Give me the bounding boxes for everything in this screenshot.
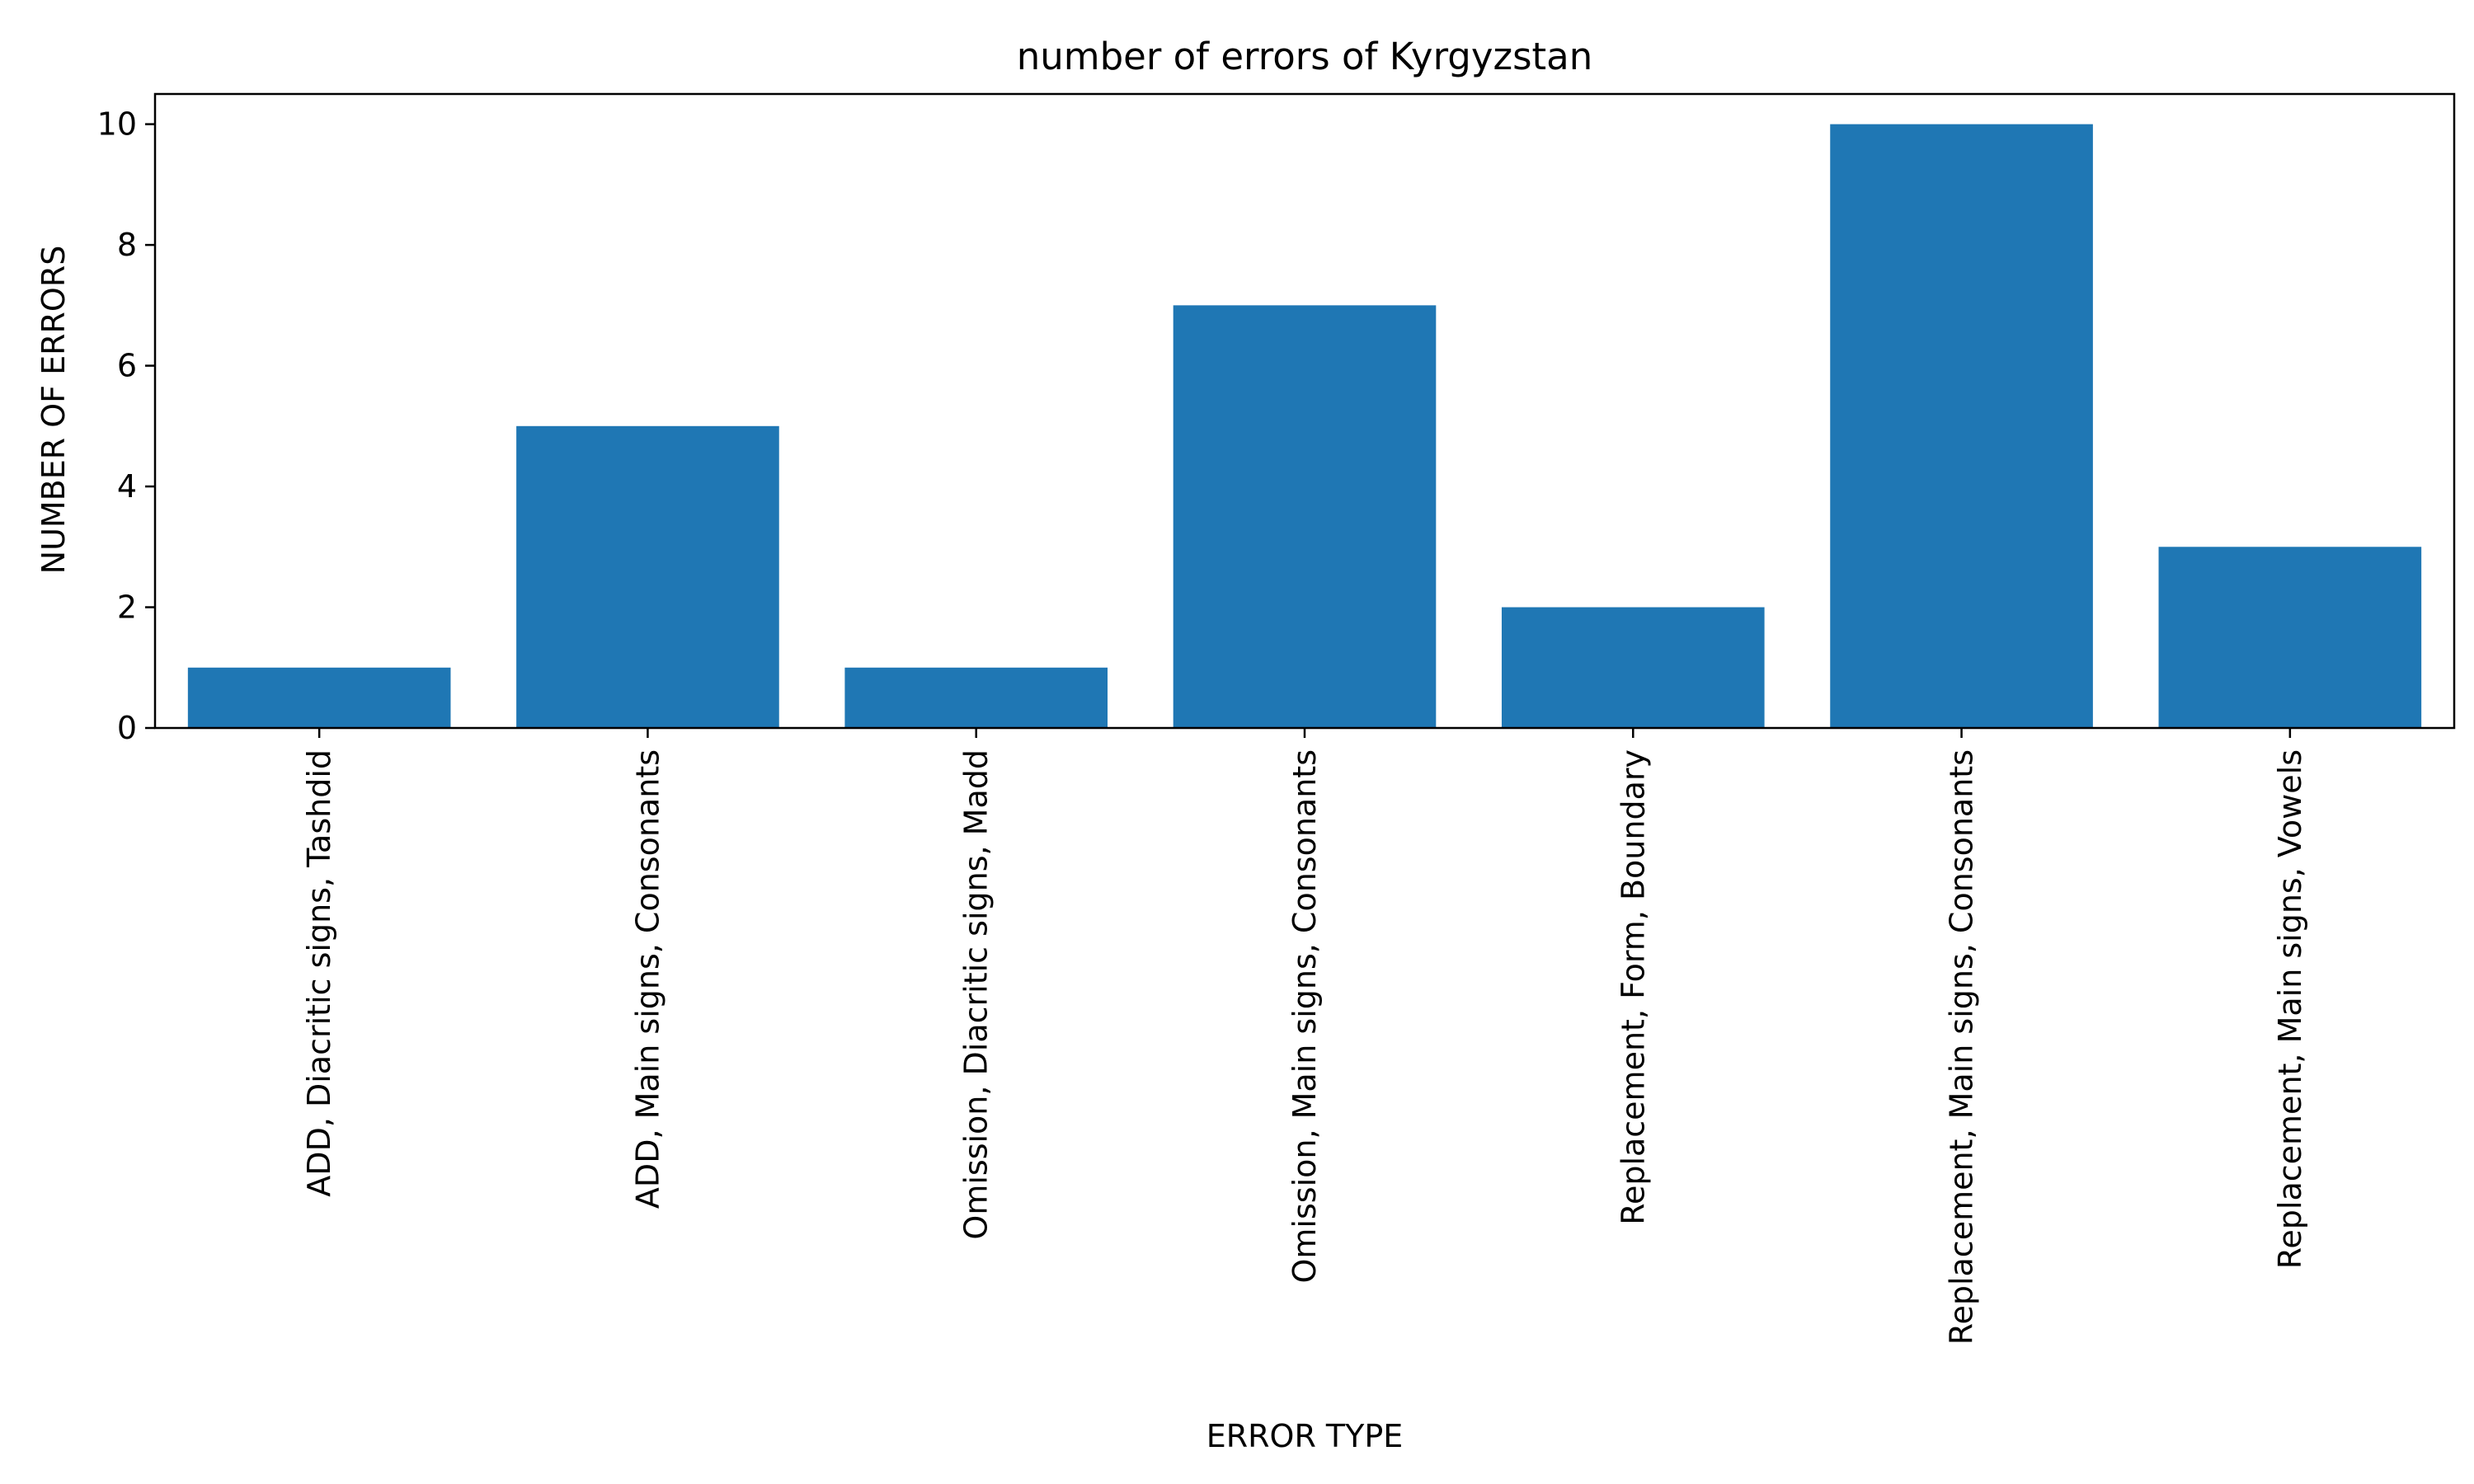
x-tick-label: Replacement, Main signs, Vowels xyxy=(2272,749,2308,1269)
chart-title: number of errors of Kyrgyzstan xyxy=(1017,35,1593,78)
y-axis-ticks: 0 2 4 6 8 10 xyxy=(97,106,155,746)
bar-2 xyxy=(844,667,1108,728)
y-tick-label: 6 xyxy=(117,348,137,384)
y-tick-label: 2 xyxy=(117,589,137,626)
x-tick-label: ADD, Main signs, Consonants xyxy=(629,749,666,1209)
bar-5 xyxy=(1830,124,2093,729)
x-tick-label: ADD, Diacritic signs, Tashdid xyxy=(301,749,337,1197)
bar-3 xyxy=(1173,305,1437,728)
x-axis-label: ERROR TYPE xyxy=(1206,1418,1404,1454)
plot-frame xyxy=(153,92,2456,730)
x-tick-label: Replacement, Main signs, Consonants xyxy=(1944,749,1980,1345)
y-tick-label: 0 xyxy=(117,710,137,746)
bars-group xyxy=(187,124,2422,729)
bar-0 xyxy=(187,667,451,728)
bar-1 xyxy=(516,425,779,728)
x-tick-label: Replacement, Form, Boundary xyxy=(1615,749,1651,1225)
bar-4 xyxy=(1501,607,1765,728)
bar-6 xyxy=(2158,547,2422,728)
y-tick-label: 10 xyxy=(97,106,137,143)
x-axis-ticks: ADD, Diacritic signs, Tashdid ADD, Main s… xyxy=(301,728,2308,1345)
x-tick-label: Omission, Main signs, Consonants xyxy=(1286,749,1323,1284)
y-tick-label: 8 xyxy=(117,227,137,263)
x-tick-label: Omission, Diacritic signs, Madd xyxy=(958,749,995,1240)
y-axis-label: NUMBER OF ERRORS xyxy=(35,246,72,575)
y-tick-label: 4 xyxy=(117,468,137,505)
